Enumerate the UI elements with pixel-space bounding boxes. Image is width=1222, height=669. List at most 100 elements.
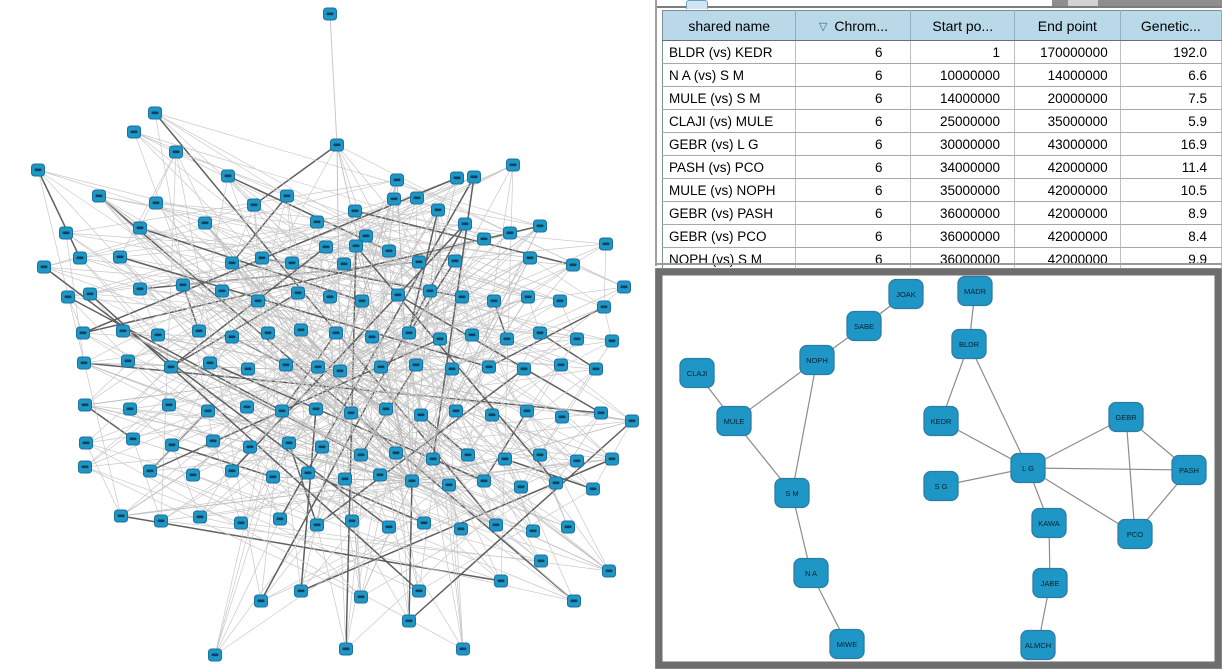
node[interactable] [169,145,183,159]
node[interactable] [555,410,569,424]
node[interactable] [458,217,472,231]
node[interactable] [514,480,528,494]
node[interactable] [201,404,215,418]
node-sg[interactable]: S G [923,470,959,502]
node[interactable] [78,398,92,412]
node[interactable] [423,284,437,298]
node[interactable] [77,356,91,370]
node[interactable] [567,594,581,608]
node[interactable] [410,191,424,205]
node[interactable] [454,522,468,536]
node[interactable] [533,448,547,462]
node[interactable] [198,216,212,230]
node[interactable] [285,256,299,270]
node[interactable] [123,402,137,416]
node[interactable] [455,290,469,304]
node[interactable] [589,362,603,376]
node[interactable] [599,237,613,251]
node[interactable] [566,258,580,272]
node[interactable] [203,356,217,370]
node[interactable] [247,198,261,212]
column-header-endpoint[interactable]: End point [1014,10,1121,41]
node[interactable] [625,414,639,428]
node[interactable] [78,460,92,474]
node[interactable] [76,326,90,340]
node[interactable] [151,328,165,342]
table-row[interactable]: GEBR (vs) L G 6 30000000 43000000 16.9 [662,132,1222,156]
node-lg[interactable]: L G [1010,452,1046,484]
node[interactable] [494,574,508,588]
node-madr[interactable]: MADR [957,275,993,307]
node[interactable] [113,250,127,264]
node[interactable] [37,260,51,274]
node[interactable] [605,334,619,348]
node[interactable] [553,294,567,308]
node[interactable] [402,326,416,340]
node[interactable] [449,404,463,418]
node[interactable] [498,452,512,466]
node[interactable] [359,229,373,243]
column-header-sharedname[interactable]: shared name [662,10,797,41]
node[interactable] [448,254,462,268]
node[interactable] [61,290,75,304]
node[interactable] [311,360,325,374]
node[interactable] [390,173,404,187]
node[interactable] [405,474,419,488]
node[interactable] [176,278,190,292]
node-pash[interactable]: PASH [1171,454,1207,486]
node[interactable] [143,464,157,478]
table-row[interactable]: N A (vs) S M 6 10000000 14000000 6.6 [662,63,1222,87]
filter-icon[interactable]: ▽ [818,20,828,33]
node[interactable] [465,328,479,342]
node[interactable] [605,452,619,466]
node[interactable] [389,446,403,460]
node[interactable] [412,584,426,598]
node-kawa[interactable]: KAWA [1031,507,1067,539]
node[interactable] [431,203,445,217]
node[interactable] [382,520,396,534]
node[interactable] [149,196,163,210]
node[interactable] [387,192,401,206]
node[interactable] [116,324,130,338]
node[interactable] [597,300,611,314]
table-row[interactable]: MULE (vs) NOPH 6 35000000 42000000 10.5 [662,178,1222,202]
node[interactable] [310,215,324,229]
table-row[interactable]: GEBR (vs) PASH 6 36000000 42000000 8.9 [662,201,1222,225]
node-miwe[interactable]: MIWE [829,628,865,660]
node-sm[interactable]: S M [774,477,810,509]
node[interactable] [266,470,280,484]
node[interactable] [251,294,265,308]
node[interactable] [221,169,235,183]
node[interactable] [225,256,239,270]
node[interactable] [561,520,575,534]
node[interactable] [337,257,351,271]
node[interactable] [520,404,534,418]
node-claji[interactable]: CLAJI [679,357,715,389]
node-bldr[interactable]: BLDR [951,328,987,360]
node[interactable] [477,232,491,246]
node[interactable] [225,464,239,478]
node[interactable] [617,280,631,294]
column-header-genetic[interactable]: Genetic... [1120,10,1222,41]
node[interactable] [225,330,239,344]
node[interactable] [79,436,93,450]
node[interactable] [412,255,426,269]
node[interactable] [365,330,379,344]
node[interactable] [426,452,440,466]
detail-network-canvas[interactable]: JOAK SABE NOPH CLAJI MULE S M N A MIWE MADR BLDR K… [655,268,1222,669]
table-row[interactable]: CLAJI (vs) MULE 6 25000000 35000000 5.9 [662,109,1222,133]
node[interactable] [273,512,287,526]
node[interactable] [485,408,499,422]
node[interactable] [477,474,491,488]
node[interactable] [442,478,456,492]
node[interactable] [521,290,535,304]
node[interactable] [409,358,423,372]
node[interactable] [148,106,162,120]
node[interactable] [549,476,563,490]
node[interactable] [215,284,229,298]
node[interactable] [329,326,343,340]
node[interactable] [280,189,294,203]
node[interactable] [282,436,296,450]
node[interactable] [461,448,475,462]
node[interactable] [330,138,344,152]
